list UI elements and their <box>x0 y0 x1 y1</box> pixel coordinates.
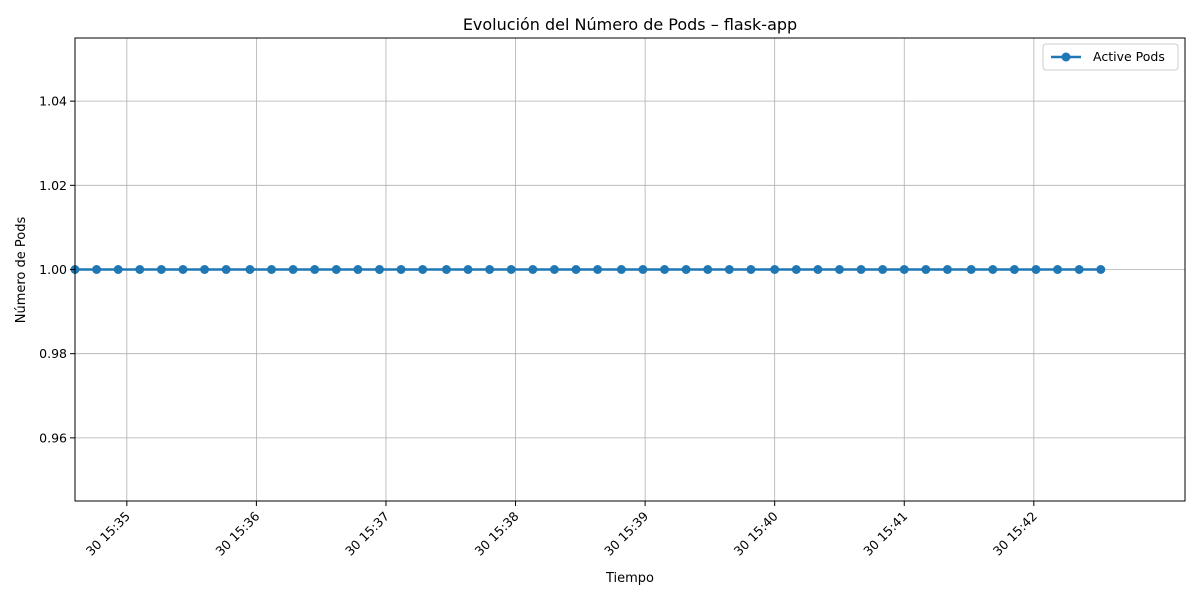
data-point <box>1074 265 1084 274</box>
data-point <box>463 265 473 274</box>
data-point <box>331 265 341 274</box>
data-point <box>966 265 976 274</box>
y-tick-label: 0.98 <box>39 346 67 361</box>
data-point <box>156 265 166 274</box>
data-point <box>593 265 603 274</box>
legend-box <box>1042 43 1179 71</box>
data-point <box>681 265 691 274</box>
data-point <box>374 265 384 274</box>
data-point <box>770 265 780 274</box>
data-point <box>988 265 998 274</box>
data-point <box>813 265 823 274</box>
data-point <box>703 265 713 274</box>
data-point <box>135 265 145 274</box>
data-point <box>221 265 231 274</box>
data-point <box>288 265 298 274</box>
data-point <box>1096 265 1106 274</box>
data-point <box>660 265 670 274</box>
data-point <box>899 265 909 274</box>
data-point <box>834 265 844 274</box>
data-point <box>200 265 210 274</box>
data-point <box>1053 265 1063 274</box>
data-point <box>441 265 451 274</box>
y-axis-ticks: 0.96 0.98 1.00 1.02 1.04 <box>39 94 75 445</box>
data-point <box>856 265 866 274</box>
data-point <box>616 265 626 274</box>
data-point <box>549 265 559 274</box>
data-point <box>942 265 952 274</box>
data-point <box>92 265 102 274</box>
data-point <box>418 265 428 274</box>
y-axis-label: Número de Pods <box>14 217 29 324</box>
y-tick-label: 1.04 <box>39 94 67 109</box>
data-point <box>310 265 320 274</box>
data-point <box>791 265 801 274</box>
data-point <box>396 265 406 274</box>
data-point <box>724 265 734 274</box>
data-point <box>267 265 277 274</box>
chart-title: Evolución del Número de Pods – flask-app <box>463 15 797 34</box>
series-layer <box>70 265 1106 274</box>
legend-label: Active Pods <box>1093 49 1165 64</box>
data-point <box>878 265 888 274</box>
data-point <box>113 265 123 274</box>
legend: Active Pods <box>1042 43 1179 71</box>
data-point <box>178 265 188 274</box>
data-point <box>528 265 538 274</box>
data-point <box>353 265 363 274</box>
x-axis-label: Tiempo <box>605 571 654 586</box>
data-point <box>1031 265 1041 274</box>
data-point <box>638 265 648 274</box>
data-point <box>485 265 495 274</box>
legend-marker <box>1061 52 1071 62</box>
y-tick-label: 1.02 <box>39 178 67 193</box>
data-point <box>746 265 756 274</box>
data-point <box>506 265 516 274</box>
y-tick-label: 0.96 <box>39 430 67 445</box>
data-point <box>1009 265 1019 274</box>
data-point <box>921 265 931 274</box>
data-point <box>571 265 581 274</box>
y-tick-label: 1.00 <box>39 262 67 277</box>
data-point <box>245 265 255 274</box>
